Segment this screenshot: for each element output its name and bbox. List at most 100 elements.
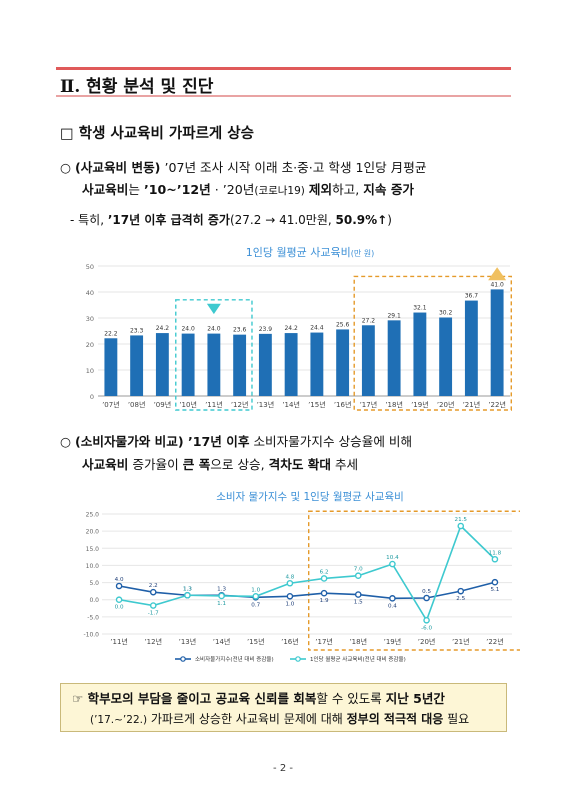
legend-marker <box>180 656 186 662</box>
up-arrow-icon <box>488 267 507 281</box>
bar <box>258 333 272 396</box>
bar-value-label: 23.9 <box>259 326 273 333</box>
subheading: □ 학생 사교육비 가파르게 상승 <box>60 126 254 142</box>
bar <box>207 333 221 396</box>
private-education-data-label: 1.3 <box>183 586 192 592</box>
line-x-tick: ’13년 <box>179 637 197 646</box>
private-education-point <box>423 616 430 624</box>
bar-value-label: 24.4 <box>310 325 324 332</box>
bar <box>233 334 247 396</box>
legend-label: 1인당 월평균 사교육비(전년 대비 증감율) <box>310 655 406 663</box>
cpi-data-label: 2.2 <box>149 583 158 589</box>
private-education-data-label: 0.0 <box>115 605 124 611</box>
bar <box>413 312 427 396</box>
bar-x-tick: ’11년 <box>205 400 223 409</box>
bar-value-label: 36.7 <box>465 293 479 300</box>
down-arrow-icon <box>206 303 221 315</box>
private-education-point <box>491 555 499 563</box>
header-rule-bottom <box>56 95 511 97</box>
private-education-point <box>184 591 191 599</box>
line-y-tick: 20.0 <box>86 529 100 536</box>
note-line-2: (’17.~’22.) 가파르게 상승한 사교육비 문제에 대해 정부의 적극적… <box>90 712 470 726</box>
cpi-data-label: 1.5 <box>354 600 363 606</box>
line-y-tick: 10.0 <box>86 563 100 570</box>
bar-value-label: 24.0 <box>207 326 221 333</box>
bar-value-label: 24.2 <box>284 325 298 332</box>
bar-value-label: 23.3 <box>130 327 144 334</box>
bar-y-tick: 10 <box>86 367 94 375</box>
line-y-tick: 5.0 <box>89 580 99 587</box>
bar-x-tick: ’22년 <box>488 400 506 409</box>
bar-x-tick: ’16년 <box>334 400 352 409</box>
bar-x-tick: ’19년 <box>411 400 429 409</box>
bar-value-label: 30.2 <box>439 309 453 316</box>
header-rule-top <box>56 67 511 70</box>
bar <box>361 325 375 396</box>
line-x-tick: ’14년 <box>213 637 231 646</box>
bar-value-label: 41.0 <box>490 281 504 288</box>
line-x-tick: ’18년 <box>349 637 367 646</box>
pointing-hand-icon: ☞ <box>72 691 84 706</box>
bar <box>181 333 195 396</box>
bar <box>155 333 169 396</box>
bar <box>130 335 144 396</box>
cpi-point <box>491 578 499 586</box>
cpi-data-label: 1.9 <box>320 598 329 604</box>
bar <box>490 289 504 396</box>
bar-y-tick: 30 <box>86 315 94 323</box>
bar-value-label: 29.1 <box>387 312 401 319</box>
legend-label: 소비자물가지수(전년 대비 증감율) <box>195 655 274 663</box>
line-y-tick: -10.0 <box>83 632 99 639</box>
bar-value-label: 25.6 <box>336 321 350 328</box>
private-education-point <box>218 592 225 600</box>
cpi-point <box>115 582 123 590</box>
bar-x-tick: ’09년 <box>154 400 172 409</box>
cpi-data-label: 1.3 <box>183 586 192 592</box>
private-education-data-label: 4.8 <box>285 574 294 580</box>
bar-x-tick: ’15년 <box>308 400 326 409</box>
cpi-point <box>286 592 294 600</box>
cpi-data-label: 4.0 <box>115 577 124 583</box>
bar-x-tick: ’17년 <box>360 400 378 409</box>
cpi-point <box>457 587 465 595</box>
bar-x-tick: ’21년 <box>463 400 481 409</box>
bar-x-tick: ’08년 <box>128 400 146 409</box>
private-education-series-line <box>118 524 496 623</box>
bar-x-tick: ’13년 <box>257 400 275 409</box>
bar <box>284 333 298 396</box>
cpi-point <box>423 594 430 602</box>
bar <box>439 317 453 396</box>
cpi-data-label: 5.1 <box>490 587 499 593</box>
bar-chart-title: 1인당 월평균 사교육비(만 원) <box>246 246 375 259</box>
page-number: - 2 - <box>273 763 293 774</box>
private-education-point <box>252 592 260 600</box>
bar <box>387 320 401 396</box>
cpi-point <box>320 589 328 597</box>
bar-value-label: 32.1 <box>413 305 427 312</box>
bar-value-label: 22.2 <box>104 330 118 337</box>
line-x-tick: ’11년 <box>110 637 128 646</box>
bar <box>310 332 324 396</box>
line-x-tick: ’12년 <box>144 637 162 646</box>
bullet-3-line-1: ○ (소비자물가와 비교) ’17년 이후 소비자물가지수 상승율에 비해 <box>60 434 413 449</box>
bar-x-tick: ’07년 <box>102 400 120 409</box>
bar <box>464 300 478 396</box>
cpi-point <box>149 588 157 596</box>
cpi-data-label: 0.5 <box>422 589 431 595</box>
cpi-data-label: 2.5 <box>456 596 465 602</box>
note-box <box>60 683 507 732</box>
line-x-tick: ’15년 <box>247 637 265 646</box>
private-education-point <box>389 560 396 568</box>
private-education-data-label: -1.7 <box>148 611 159 617</box>
line-x-tick: ’19년 <box>384 637 402 646</box>
line-x-tick: ’16년 <box>281 637 299 646</box>
cpi-point <box>354 591 362 598</box>
private-education-data-label: 1.1 <box>217 601 226 607</box>
private-education-data-label: 1.0 <box>251 587 260 593</box>
line-x-tick: ’22년 <box>486 637 504 646</box>
bar-x-tick: ’12년 <box>231 400 249 409</box>
bar-x-tick: ’18년 <box>385 400 403 409</box>
private-education-point <box>457 522 465 530</box>
line-x-tick: ’21년 <box>452 637 470 646</box>
decline-highlight-box <box>175 299 253 411</box>
